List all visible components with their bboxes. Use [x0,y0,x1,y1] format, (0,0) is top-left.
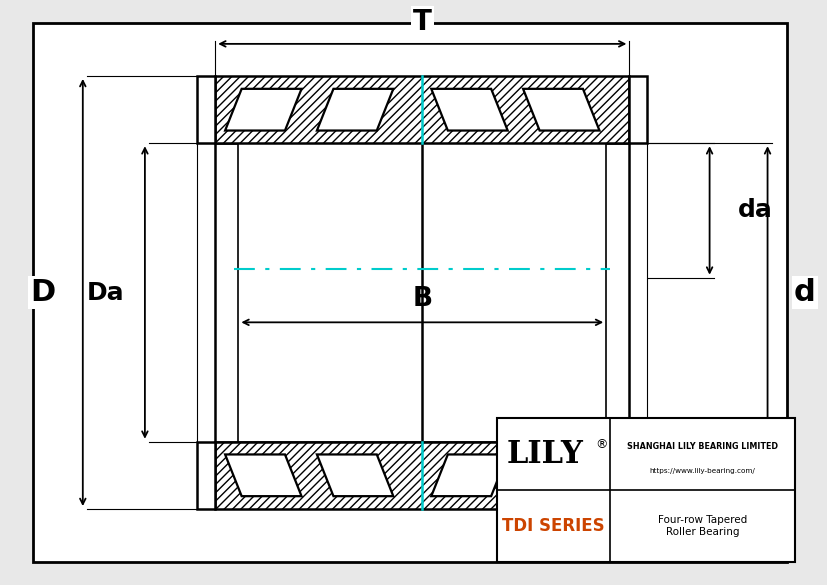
Bar [215,442,629,509]
Bar [215,76,629,143]
Text: SHANGHAI LILY BEARING LIMITED: SHANGHAI LILY BEARING LIMITED [626,442,777,452]
Bar [197,442,215,509]
Bar [496,418,794,562]
Text: Four-row Tapered
Roller Bearing: Four-row Tapered Roller Bearing [657,515,746,536]
Polygon shape [317,455,393,496]
Polygon shape [523,89,599,130]
Text: LILY: LILY [506,439,583,470]
Polygon shape [225,455,301,496]
Bar [629,442,647,509]
Text: B: B [412,286,432,312]
Text: ®: ® [595,438,607,450]
Text: Da: Da [86,280,124,305]
Polygon shape [431,89,507,130]
Text: da: da [737,198,772,222]
Bar [215,143,629,442]
Polygon shape [317,89,393,130]
Polygon shape [431,455,507,496]
Text: T: T [413,8,431,36]
Polygon shape [225,89,301,130]
Bar [629,76,647,143]
Text: https://www.lily-bearing.com/: https://www.lily-bearing.com/ [648,469,754,474]
Bar [197,76,215,143]
Bar [629,143,647,442]
Text: D: D [31,278,55,307]
Bar [197,143,215,442]
Text: TDI SERIES: TDI SERIES [501,517,604,535]
Polygon shape [523,455,599,496]
Text: d: d [793,278,815,307]
Bar [238,143,605,442]
